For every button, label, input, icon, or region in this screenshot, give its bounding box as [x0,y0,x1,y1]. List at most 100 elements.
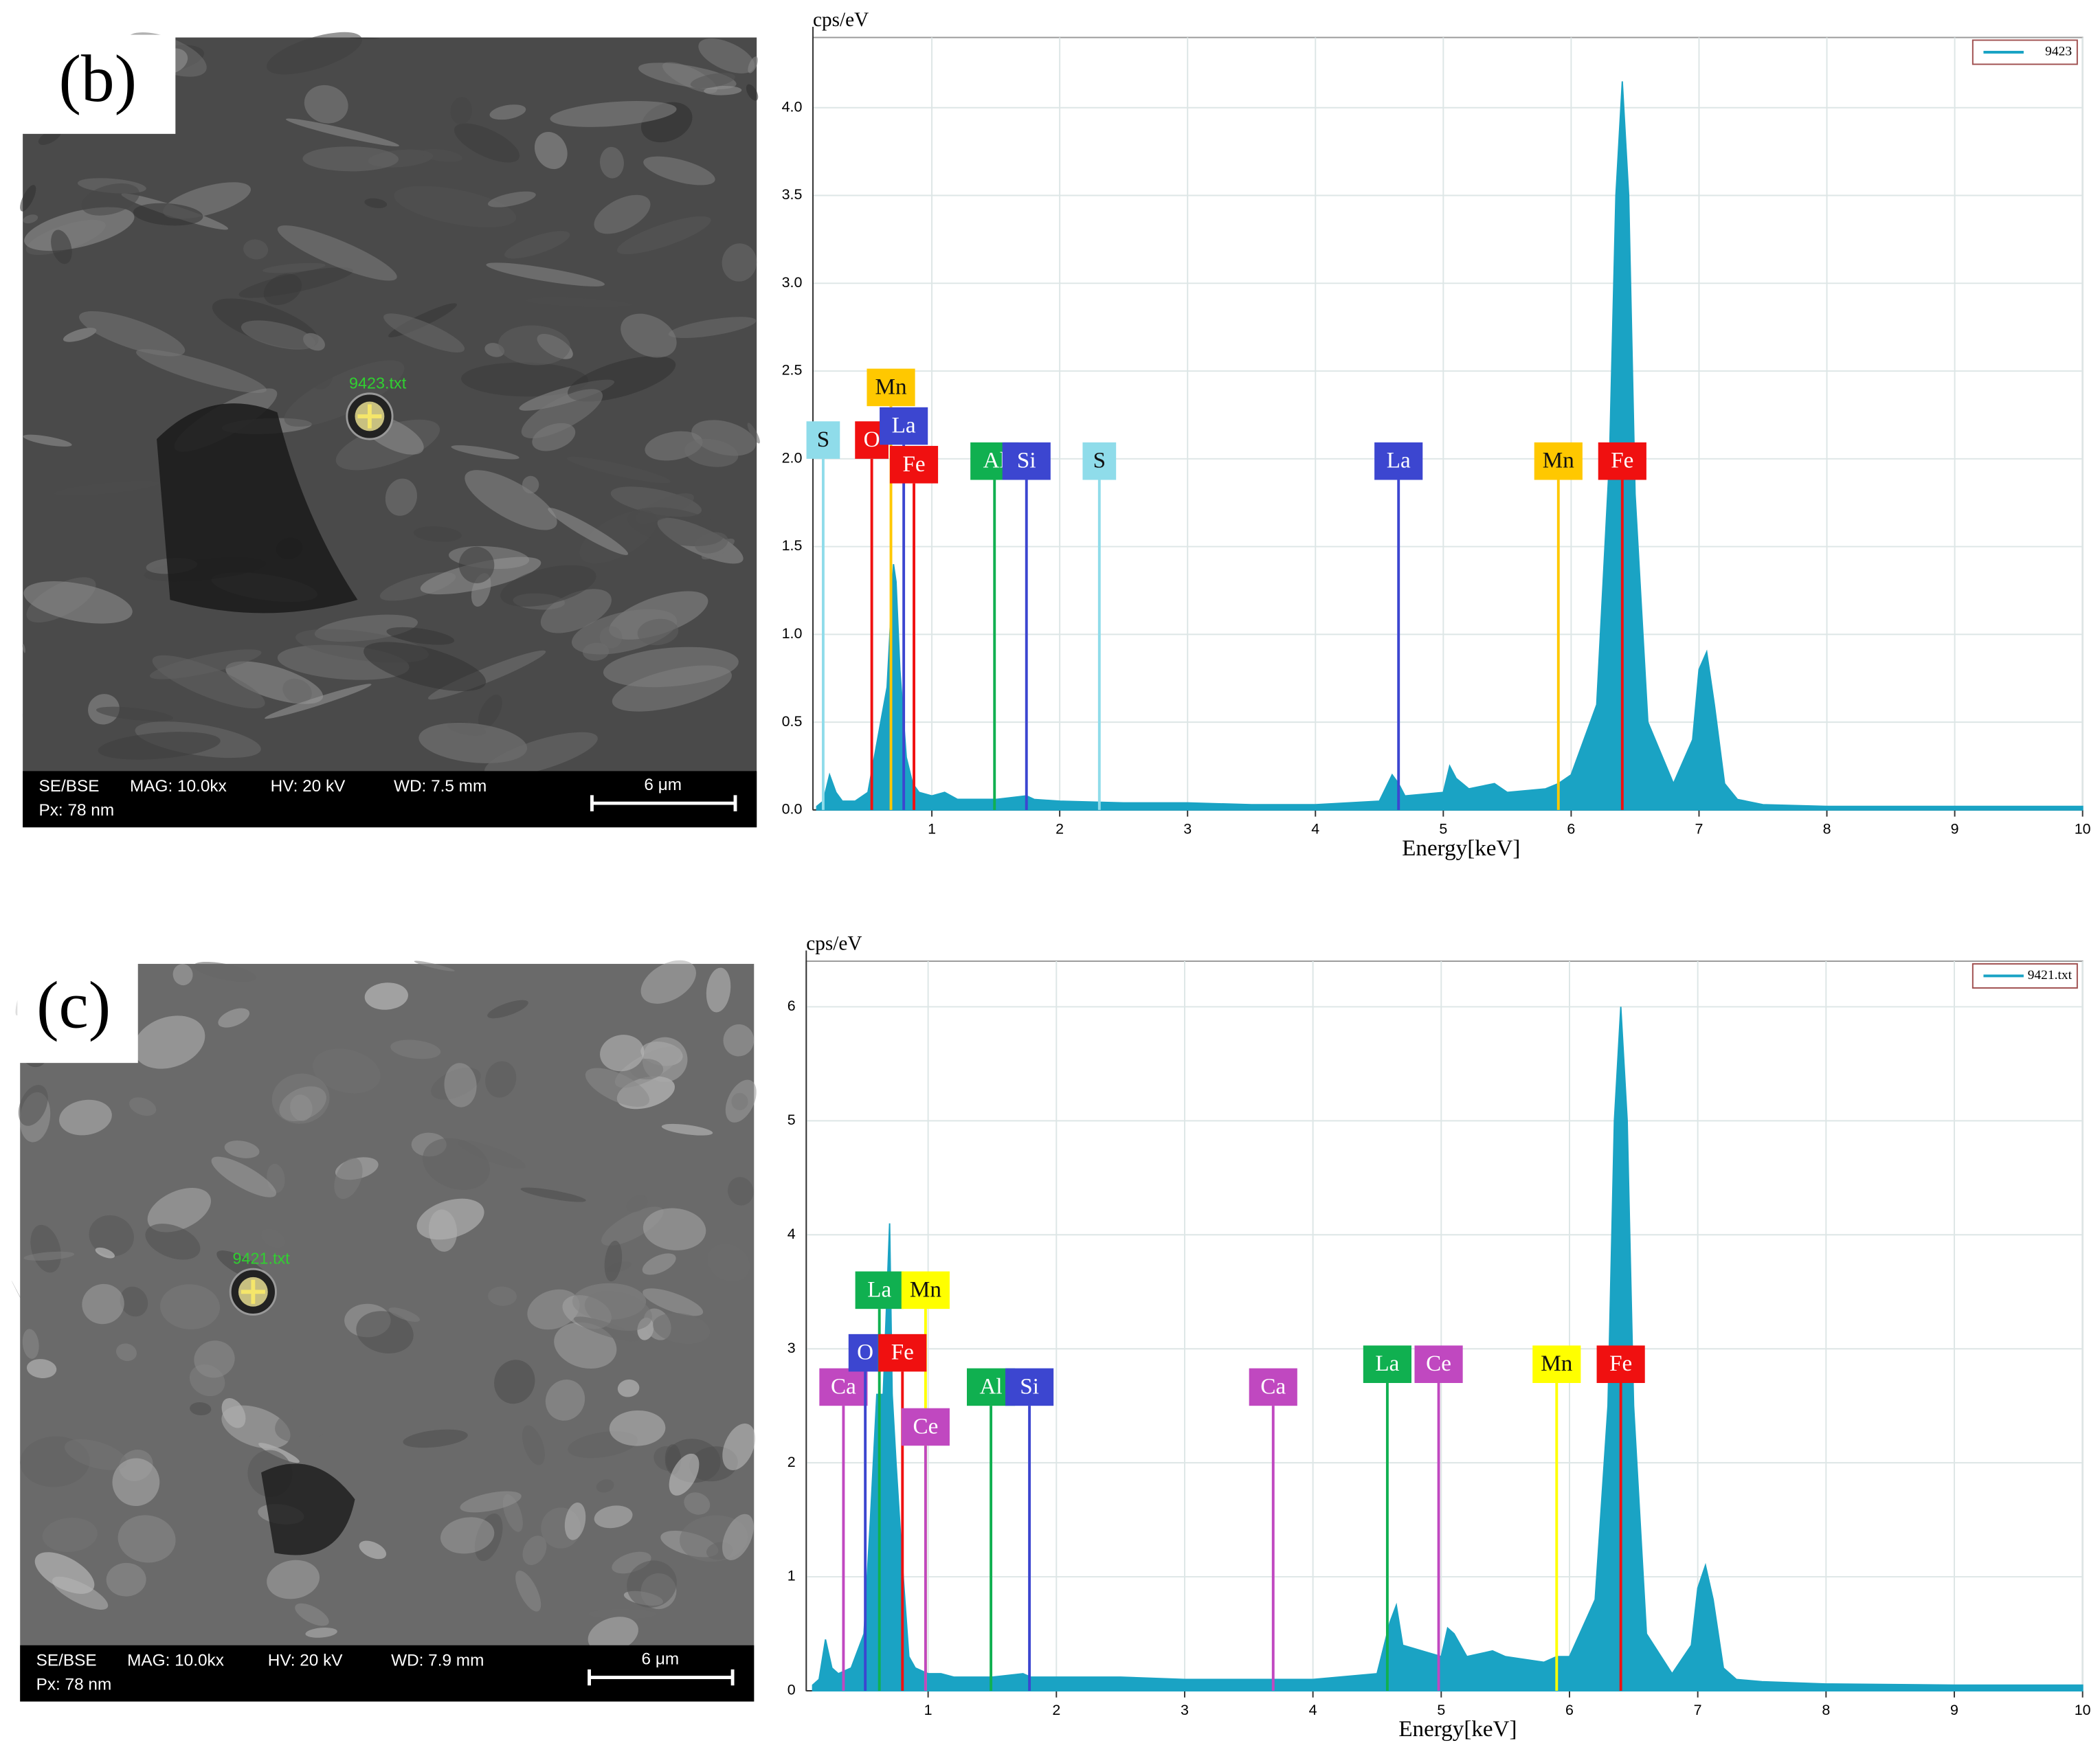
texture [747,423,760,444]
texture [413,526,462,542]
element-label-box [878,1334,927,1372]
texture [498,325,570,366]
texture [263,273,302,306]
element-label-box [901,1271,950,1309]
texture [26,1359,57,1378]
texture [385,478,417,516]
spectrum-area [812,1007,2084,1691]
texture [265,684,372,719]
y-tick-label: 4.0 [782,98,803,115]
legend-label: 9423 [2045,44,2072,58]
info-text: WD: 7.9 mm [391,1652,484,1670]
texture [63,328,97,342]
texture [193,961,256,982]
element-label-box [1374,442,1423,480]
element-label: Ca [831,1373,856,1399]
x-tick-label: 8 [1822,1702,1830,1718]
texture [364,982,408,1010]
texture [465,470,557,530]
cavity [157,403,358,614]
texture [722,243,757,282]
texture [515,1571,541,1612]
texture [224,1140,260,1158]
y-tick-label: 0.0 [782,801,803,818]
texture [748,56,758,74]
texture [18,1085,48,1126]
element-label: La [1387,448,1411,473]
y-tick-label: 2.0 [782,449,803,466]
texture [218,1008,250,1028]
texture [487,191,536,207]
element-label-box [1534,442,1583,480]
x-tick-label: 7 [1694,1702,1702,1718]
y-tick-label: 0.5 [782,713,803,730]
y-tick-label: 2 [788,1454,796,1470]
texture [522,1536,547,1566]
element-label-box [1596,1345,1645,1383]
spot-cross [241,1279,265,1304]
texture [423,1138,490,1190]
element-label: Al [983,448,1006,473]
texture [484,732,598,777]
texture [364,642,487,692]
texture [548,508,629,555]
texture [617,1379,640,1397]
x-tick-label: 7 [1695,821,1704,837]
texture [388,1307,421,1322]
info-text: MAG: 10.0kx [130,777,227,796]
texture [54,480,160,496]
texture [642,1253,676,1275]
x-tick-label: 3 [1181,1702,1189,1718]
texture [136,349,267,393]
element-label-box [1414,1345,1463,1383]
cavity [261,1463,355,1555]
x-tick-label: 9 [1950,1702,1958,1718]
texture [51,229,72,265]
texture [450,97,473,125]
texture [588,1608,657,1619]
texture [225,661,324,704]
texture [616,216,711,255]
x-tick-label: 1 [924,1702,932,1718]
x-tick-label: 4 [1309,1702,1317,1718]
texture [643,156,715,185]
element-label-box [1598,442,1646,480]
texture [79,311,186,357]
texture [627,1560,677,1608]
spot-label: 9421.txt [232,1250,290,1268]
texture [444,1063,477,1107]
element-label: Fe [891,1340,914,1365]
texture [460,362,589,397]
y-tick-label: 4 [788,1226,796,1242]
texture [133,1015,205,1069]
texture [190,1402,212,1416]
texture [637,618,679,646]
texture [746,84,759,101]
texture [59,1099,112,1136]
info-bar [23,771,757,828]
info-text: SE/BSE [36,1652,97,1670]
texture [112,1458,160,1507]
texture [550,100,677,127]
texture [106,1562,146,1597]
texture [545,1380,585,1421]
element-label-box [1532,1345,1581,1383]
element-label: Ca [1260,1373,1286,1399]
texture [487,1000,528,1019]
texture [160,1284,221,1329]
y-tick-label: 0 [788,1682,796,1698]
texture [194,1340,235,1378]
texture [23,581,133,624]
info-text: MAG: 10.0kx [127,1652,224,1670]
texture [403,1429,468,1448]
info-text: WD: 7.5 mm [394,777,487,796]
info-text: HV: 20 kV [271,777,346,796]
panel-label: (b) [58,42,137,116]
texture [98,732,221,760]
texture [722,1514,754,1560]
texture [42,1518,98,1552]
texture [698,38,755,74]
element-label: Mn [1543,448,1574,473]
x-tick-label: 3 [1183,821,1192,837]
texture [485,1061,517,1098]
